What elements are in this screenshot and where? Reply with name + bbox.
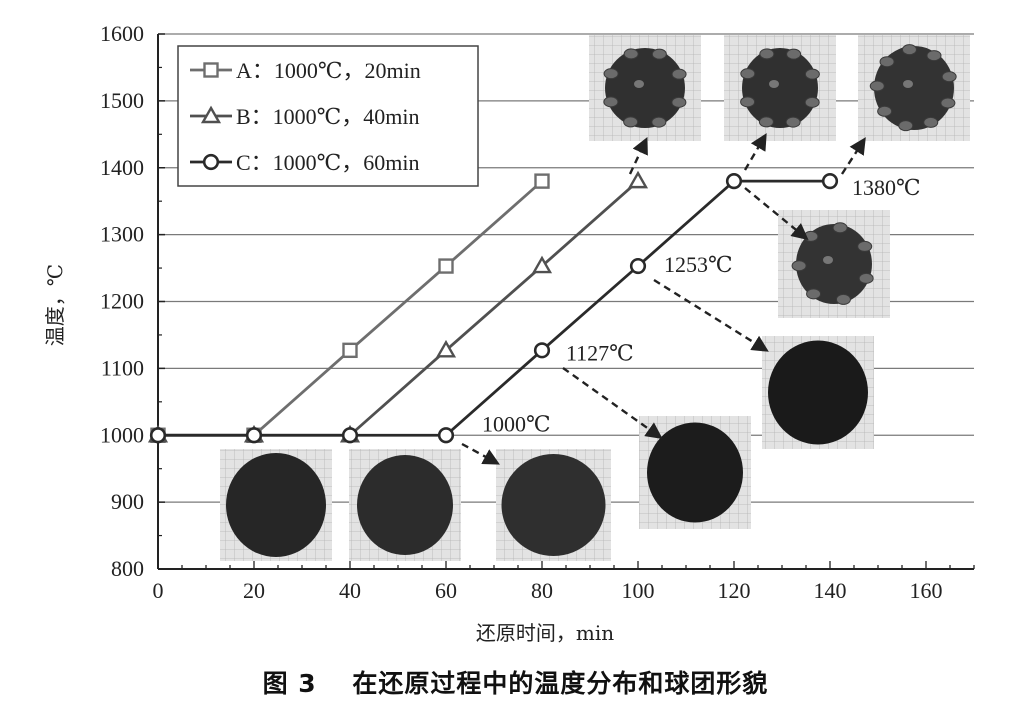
axes: 800 900 1000 1100 1200 1300 1400 1500 1600 0 20 40 6… bbox=[100, 21, 975, 603]
annotation-arrow bbox=[653, 278, 769, 352]
series-line bbox=[158, 179, 830, 437]
x-tick-label: 100 bbox=[622, 578, 655, 603]
temperature-annotation: 1127℃ bbox=[566, 340, 634, 365]
y-tick-label: 900 bbox=[111, 489, 144, 514]
legend-marker bbox=[202, 153, 220, 171]
y-tick-label: 1000 bbox=[100, 422, 144, 447]
series-lines bbox=[158, 179, 830, 437]
x-tick-label: 40 bbox=[339, 578, 361, 603]
y-axis-title: 温度，℃ bbox=[43, 264, 67, 346]
x-tick-label: 20 bbox=[243, 578, 265, 603]
legend-label: C：1000℃，60min bbox=[236, 150, 420, 175]
annotation-arrow bbox=[840, 137, 866, 175]
y-tick-label: 1300 bbox=[100, 222, 144, 247]
temperature-chart: 800 900 1000 1100 1200 1300 1400 1500 1600 0 20 40 6… bbox=[43, 21, 975, 645]
axis-titles: 还原时间，min 温度，℃ bbox=[43, 264, 614, 645]
temperature-annotation: 1253℃ bbox=[664, 252, 733, 277]
x-tick-label: 60 bbox=[435, 578, 457, 603]
data-point bbox=[629, 257, 647, 275]
data-point bbox=[627, 170, 649, 189]
data-point bbox=[531, 255, 553, 274]
figure-caption: 图 3 在还原过程中的温度分布和球团形貌 bbox=[262, 669, 769, 698]
data-point bbox=[438, 258, 454, 274]
legend-label: A：1000℃，20min bbox=[236, 58, 421, 83]
data-point bbox=[725, 173, 743, 190]
x-tick-label: 160 bbox=[910, 578, 943, 603]
legend-marker bbox=[203, 62, 219, 78]
x-tick-label: 0 bbox=[153, 578, 164, 603]
data-point bbox=[437, 427, 455, 444]
y-tick-label: 1500 bbox=[100, 88, 144, 113]
pellet-photo bbox=[589, 35, 701, 141]
pellet-photo bbox=[639, 416, 751, 529]
annotation-arrow bbox=[743, 133, 767, 171]
data-point bbox=[342, 342, 358, 359]
series-markers bbox=[147, 170, 839, 444]
data-point bbox=[533, 342, 551, 359]
legend-label: B：1000℃，40min bbox=[236, 104, 420, 129]
annotation-arrow bbox=[628, 136, 648, 175]
temperature-annotation: 1000℃ bbox=[482, 411, 551, 436]
temperature-annotation: 1380℃ bbox=[852, 175, 921, 200]
data-point bbox=[245, 427, 263, 444]
annotation-arrow bbox=[744, 187, 809, 241]
data-point bbox=[149, 427, 167, 444]
annotation-arrow bbox=[562, 367, 663, 439]
data-point bbox=[534, 173, 550, 189]
legend-marker bbox=[200, 105, 222, 124]
y-tick-label: 1200 bbox=[100, 289, 144, 314]
annotation-arrows bbox=[461, 133, 866, 465]
y-tick-label: 1100 bbox=[101, 355, 144, 380]
data-point bbox=[341, 427, 359, 444]
pellet-photo bbox=[858, 35, 970, 141]
x-tick-label: 120 bbox=[718, 578, 751, 603]
series-line bbox=[158, 180, 543, 437]
temperature-annotations: 1000℃ 1127℃ 1253℃ 1380℃ bbox=[482, 175, 921, 436]
y-tick-label: 1600 bbox=[100, 21, 144, 46]
annotation-arrow bbox=[461, 442, 500, 465]
y-tick-label: 1400 bbox=[100, 155, 144, 180]
pellet-photo bbox=[220, 449, 332, 561]
x-tick-label: 80 bbox=[531, 578, 553, 603]
data-point bbox=[821, 173, 839, 190]
pellet-photo bbox=[762, 336, 874, 449]
x-axis-title: 还原时间，min bbox=[476, 621, 614, 645]
legend: A：1000℃，20min B：1000℃，40min C：1000℃，60min bbox=[177, 45, 479, 187]
pellet-photo bbox=[496, 449, 611, 561]
pellet-photo bbox=[778, 210, 890, 318]
y-tick-label: 800 bbox=[111, 556, 144, 581]
pellet-photo bbox=[349, 449, 461, 561]
x-tick-label: 140 bbox=[814, 578, 847, 603]
data-point bbox=[435, 339, 457, 358]
pellet-photo bbox=[724, 35, 836, 141]
